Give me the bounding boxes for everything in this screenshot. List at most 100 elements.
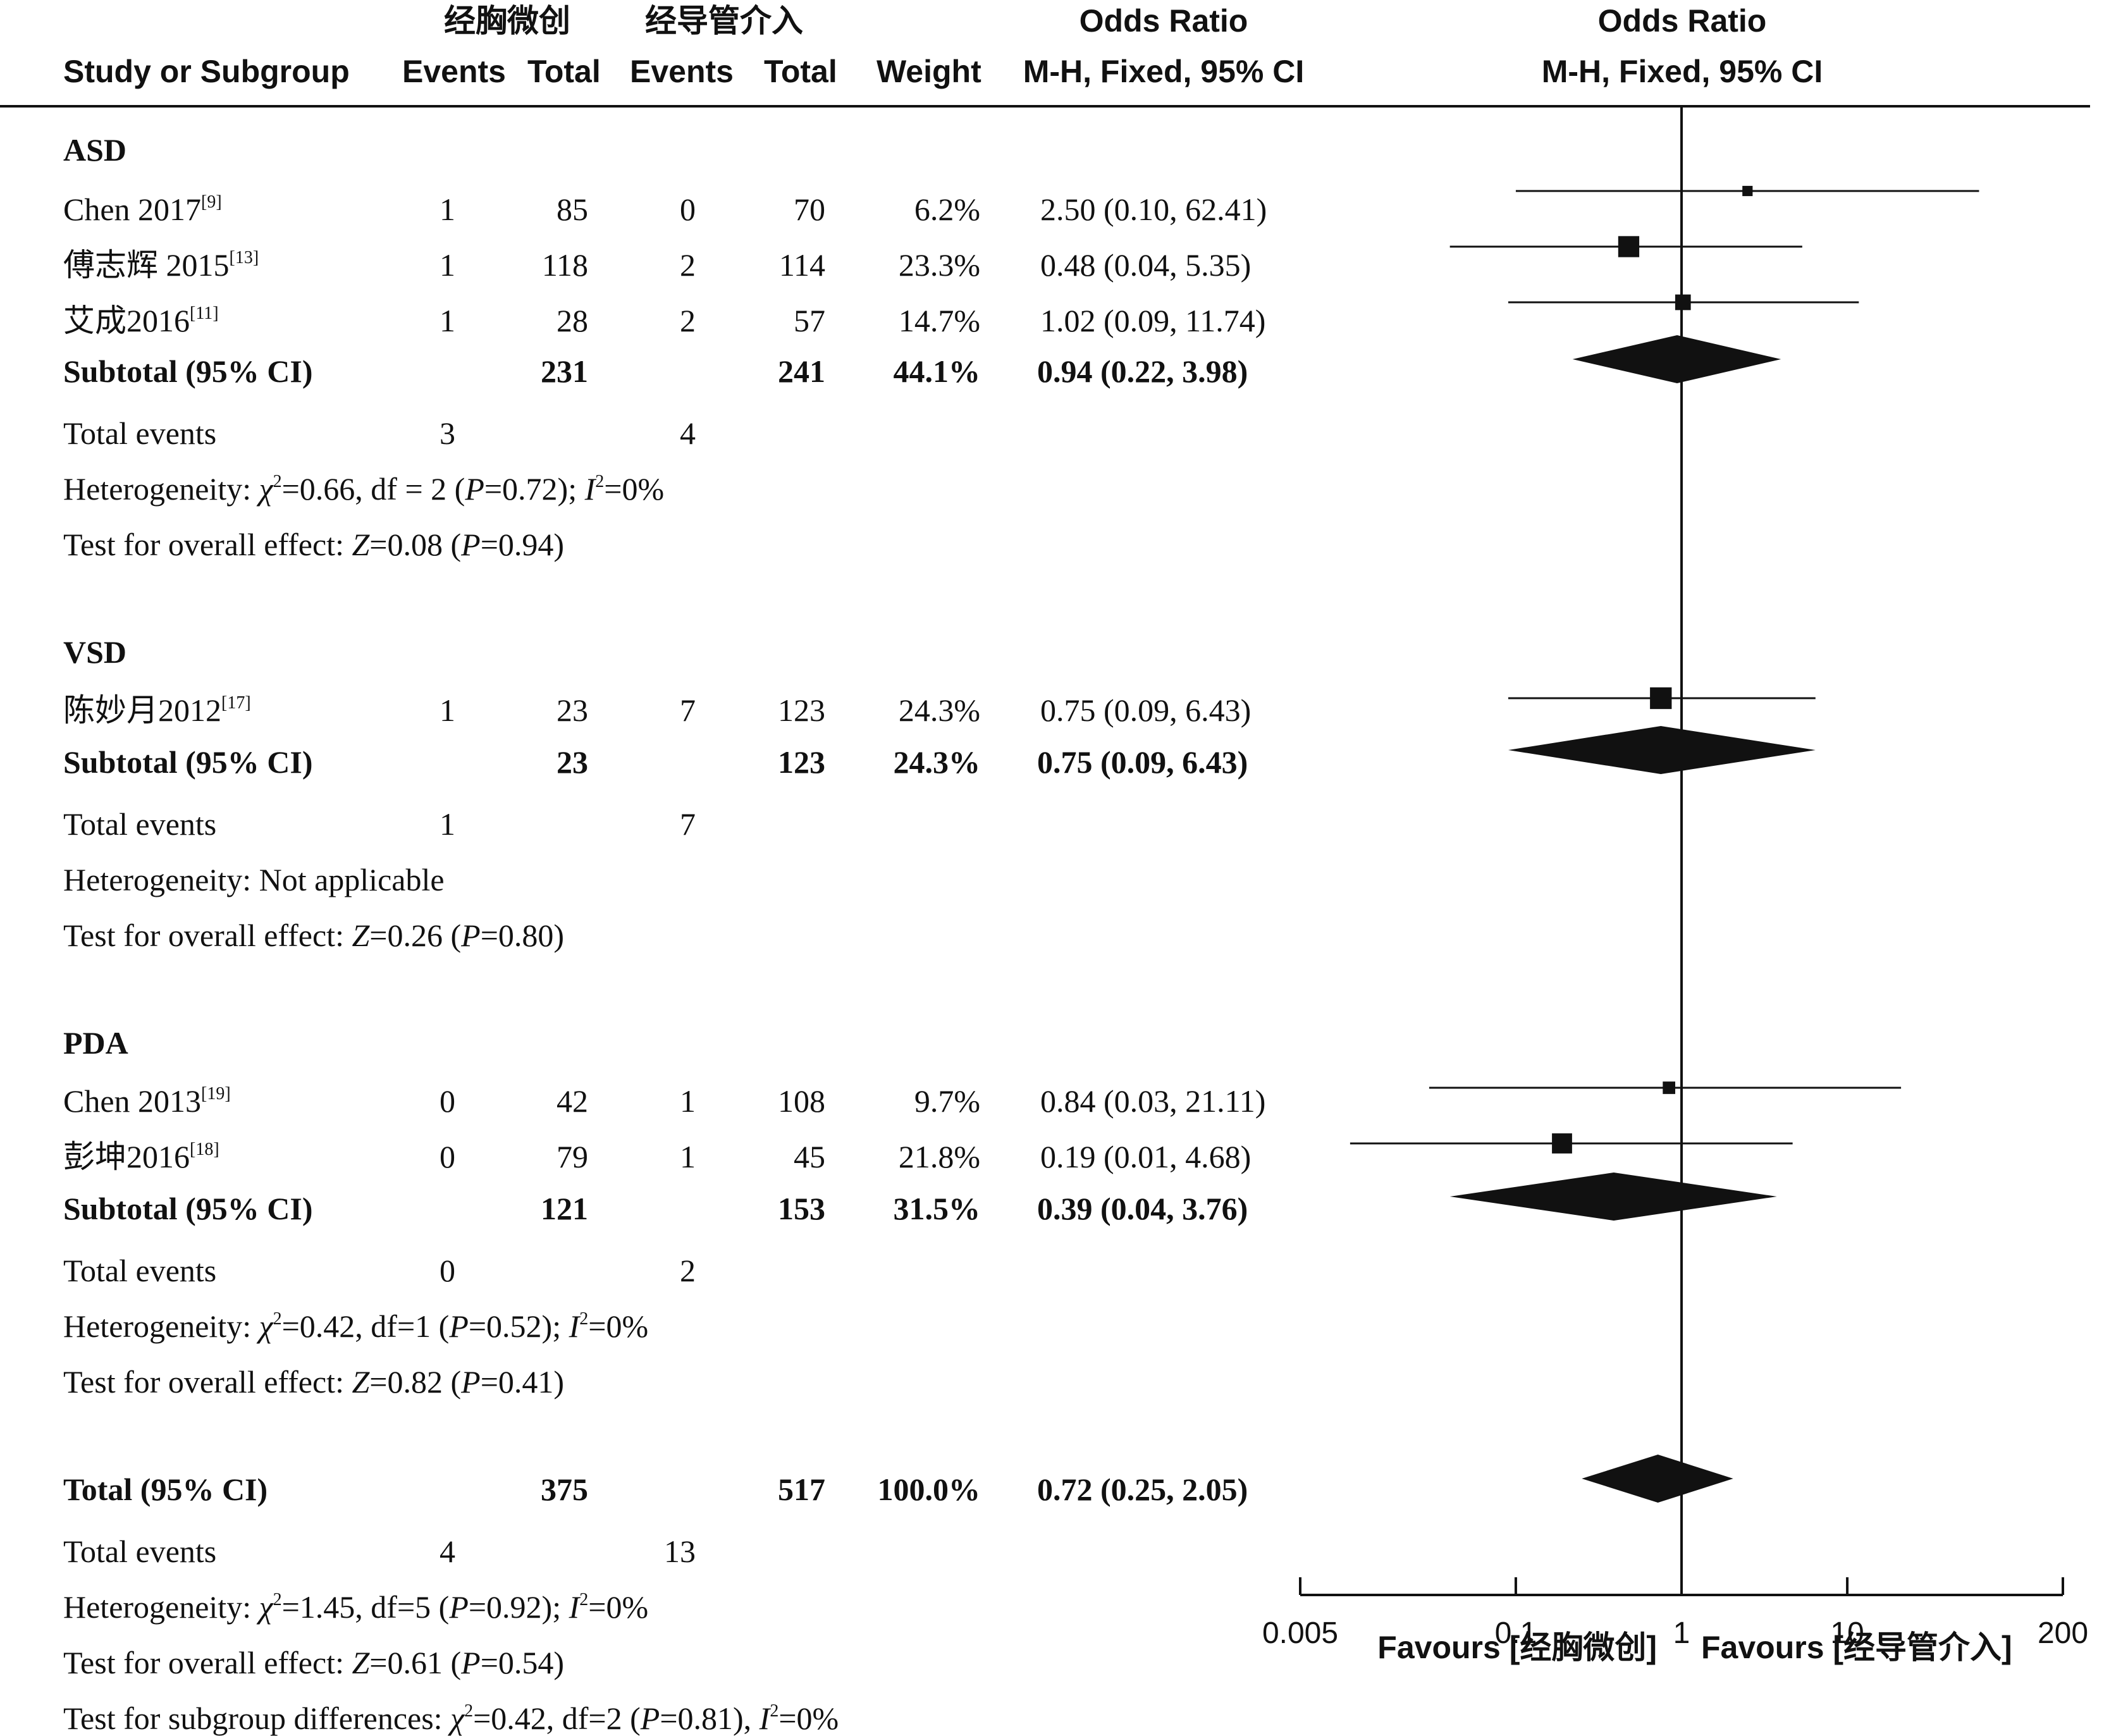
study-name: 傅志辉 2015[13] <box>63 247 259 283</box>
total-events1: 0 <box>440 1253 455 1288</box>
study-name: 陈妙月2012[17] <box>63 693 251 728</box>
x-axis-tick-label: 1 <box>1673 1616 1690 1650</box>
overall-diamond <box>1582 1455 1733 1503</box>
events2-value: 7 <box>680 693 696 728</box>
overall-total2: 517 <box>778 1472 825 1507</box>
or-ci-value: 0.48 (0.04, 5.35) <box>1040 247 1252 283</box>
total-events-label: Total events <box>63 1534 217 1569</box>
events1-value: 1 <box>440 303 455 338</box>
events2-value: 1 <box>680 1139 696 1174</box>
study-name: Chen 2013[19] <box>63 1083 231 1119</box>
weight-value: 24.3% <box>898 693 980 728</box>
total-events-label: Total events <box>63 1253 217 1288</box>
study-marker <box>1552 1133 1572 1154</box>
study-marker <box>1650 687 1672 710</box>
events2-value: 2 <box>680 303 696 338</box>
total1-header: Total <box>527 54 601 89</box>
total2-value: 57 <box>794 303 825 338</box>
or-ci-value: 1.02 (0.09, 11.74) <box>1040 303 1266 338</box>
or-ci-value: 2.50 (0.10, 62.41) <box>1040 192 1267 227</box>
subtotal-total1: 23 <box>557 744 588 780</box>
subtotal-or-ci: 0.75 (0.09, 6.43) <box>1037 744 1248 780</box>
x-axis: 0.005 0.1 1 10 200 <box>1262 1577 2088 1650</box>
events1-value: 1 <box>440 247 455 283</box>
or-ci-value: 0.84 (0.03, 21.11) <box>1040 1083 1266 1119</box>
events1-value: 1 <box>440 192 455 227</box>
total-events2: 7 <box>680 806 696 842</box>
total1-value: 42 <box>557 1083 588 1119</box>
total-events1: 4 <box>440 1534 455 1569</box>
subtotal-diamond <box>1449 1173 1777 1221</box>
weight-header: Weight <box>877 54 981 89</box>
total2-value: 123 <box>778 693 825 728</box>
favours-right-label: Favours [经导管介入] <box>1701 1630 2012 1665</box>
study-name: Chen 2017[9] <box>63 192 222 227</box>
study-marker <box>1663 1081 1676 1094</box>
weight-value: 14.7% <box>898 303 980 338</box>
subtotal-label: Subtotal (95% CI) <box>63 1191 313 1226</box>
study-marker <box>1618 236 1640 257</box>
study-marker <box>1742 185 1753 197</box>
total-events2: 13 <box>664 1534 696 1569</box>
x-axis-tick-label: 200 <box>2038 1616 2088 1650</box>
events2-value: 1 <box>680 1083 696 1119</box>
total1-value: 23 <box>557 693 588 728</box>
overall-effect-test: Test for overall effect: Z=0.61 (P=0.54) <box>63 1645 565 1680</box>
or-ci-value: 0.19 (0.01, 4.68) <box>1040 1139 1252 1174</box>
subtotal-label: Subtotal (95% CI) <box>63 354 313 389</box>
heterogeneity-text: Heterogeneity: χ2=0.42, df=1 (P=0.52); I… <box>63 1308 649 1344</box>
total1-value: 28 <box>557 303 588 338</box>
total-events1: 3 <box>440 416 455 451</box>
subtotal-label: Subtotal (95% CI) <box>63 744 313 780</box>
subtotal-total2: 123 <box>778 744 825 780</box>
x-axis-tick-label: 0.1 <box>1495 1616 1537 1650</box>
study-name: 彭坤2016[18] <box>63 1139 219 1174</box>
group2-header: 经导管介入 <box>645 3 803 39</box>
events2-header: Events <box>630 54 734 89</box>
group1-header: 经胸微创 <box>444 3 570 39</box>
subtotal-total1: 231 <box>541 354 588 389</box>
study-name: 艾成2016[11] <box>63 303 219 338</box>
subtotal-weight: 24.3% <box>893 744 981 780</box>
events1-value: 1 <box>440 693 455 728</box>
subgroup-differences-test: Test for subgroup differences: χ2=0.42, … <box>63 1701 839 1736</box>
heterogeneity-text: Heterogeneity: χ2=0.66, df = 2 (P=0.72);… <box>63 471 665 507</box>
total1-value: 85 <box>557 192 588 227</box>
subtotal-total2: 241 <box>778 354 825 389</box>
study-marker <box>1675 294 1691 311</box>
weight-value: 23.3% <box>898 247 980 283</box>
overall-effect-test: Test for overall effect: Z=0.08 (P=0.94) <box>63 527 565 562</box>
or-plot-title-header: Odds Ratio <box>1597 3 1767 39</box>
total2-value: 70 <box>794 192 825 227</box>
overall-effect-test: Test for overall effect: Z=0.26 (P=0.80) <box>63 918 565 953</box>
subtotal-diamond <box>1508 726 1816 774</box>
total2-value: 45 <box>794 1139 825 1174</box>
or-method-header: M-H, Fixed, 95% CI <box>1023 54 1305 89</box>
plot-marks <box>1350 106 1979 1595</box>
subtotal-total2: 153 <box>778 1191 825 1226</box>
or-ci-value: 0.75 (0.09, 6.43) <box>1040 693 1252 728</box>
events1-value: 0 <box>440 1139 455 1174</box>
total-events2: 4 <box>680 416 696 451</box>
total-events2: 2 <box>680 1253 696 1288</box>
overall-total-label: Total (95% CI) <box>63 1472 268 1507</box>
weight-value: 9.7% <box>914 1083 980 1119</box>
weight-value: 21.8% <box>898 1139 980 1174</box>
subgroup-label-asd: ASD <box>63 132 127 168</box>
favours-left-label: Favours [经胸微创] <box>1377 1630 1657 1665</box>
events2-value: 0 <box>680 192 696 227</box>
total1-value: 118 <box>541 247 588 283</box>
x-axis-tick-label: 0.005 <box>1262 1616 1338 1650</box>
total1-value: 79 <box>557 1139 588 1174</box>
subtotal-weight: 31.5% <box>893 1191 981 1226</box>
or-title-header: Odds Ratio <box>1079 3 1248 39</box>
subtotal-weight: 44.1% <box>893 354 981 389</box>
heterogeneity-text: Heterogeneity: Not applicable <box>63 862 445 897</box>
or-plot-method-header: M-H, Fixed, 95% CI <box>1541 54 1823 89</box>
overall-weight: 100.0% <box>877 1472 981 1507</box>
subgroup-label-vsd: VSD <box>63 634 127 670</box>
events1-value: 0 <box>440 1083 455 1119</box>
events2-value: 2 <box>680 247 696 283</box>
